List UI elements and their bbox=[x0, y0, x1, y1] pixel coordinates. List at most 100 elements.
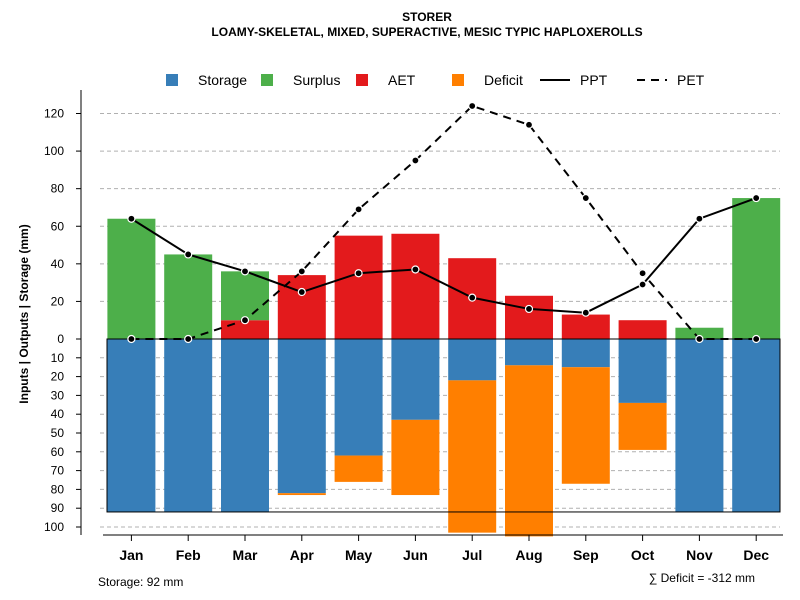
point-pet bbox=[638, 269, 647, 278]
legend-label-pet: PET bbox=[677, 72, 705, 88]
x-tick-label: Dec bbox=[743, 547, 769, 563]
bar-storage bbox=[221, 339, 269, 512]
deficit-note: ∑ Deficit = -312 mm bbox=[649, 571, 755, 585]
point-ppt bbox=[524, 304, 534, 314]
x-tick-label: Apr bbox=[290, 547, 315, 563]
y-tick-label: 30 bbox=[51, 388, 65, 402]
point-pet bbox=[524, 120, 534, 129]
point-ppt bbox=[695, 214, 704, 223]
bar-deficit bbox=[505, 365, 553, 537]
point-ppt bbox=[184, 250, 193, 259]
x-tick-label: May bbox=[345, 547, 372, 563]
legend-label-ppt: PPT bbox=[580, 72, 608, 88]
y-axis-label: Inputs | Outputs | Storage (mm) bbox=[17, 224, 31, 403]
grid-lines bbox=[100, 113, 780, 528]
x-tick-label: Mar bbox=[233, 547, 258, 563]
y-tick-label: 80 bbox=[51, 182, 65, 196]
bar-storage bbox=[277, 339, 326, 494]
y-tick-label: 20 bbox=[51, 370, 65, 384]
point-ppt bbox=[297, 287, 306, 297]
series-lines bbox=[127, 101, 761, 344]
bar-storage bbox=[618, 339, 667, 403]
legend: Storage Surplus AET Deficit PPT PET bbox=[166, 72, 705, 88]
bar-deficit bbox=[561, 367, 610, 484]
point-ppt bbox=[638, 280, 647, 289]
bar-aet bbox=[505, 295, 553, 339]
legend-label-deficit: Deficit bbox=[484, 72, 523, 88]
point-ppt bbox=[752, 193, 761, 203]
bars bbox=[106, 198, 781, 537]
bar-aet bbox=[618, 320, 667, 339]
bar-deficit bbox=[391, 419, 440, 496]
bar-storage bbox=[334, 339, 383, 456]
point-pet bbox=[581, 193, 590, 203]
legend-swatch-surplus bbox=[261, 74, 273, 86]
y-tick-label: 80 bbox=[51, 482, 65, 496]
point-pet bbox=[297, 267, 306, 276]
bar-surplus bbox=[221, 271, 269, 321]
line-ppt bbox=[130, 197, 757, 314]
storage-note: Storage: 92 mm bbox=[98, 575, 183, 589]
bar-deficit bbox=[334, 455, 383, 482]
y-tick-label: 40 bbox=[51, 407, 65, 421]
x-tick-label: Jun bbox=[403, 547, 428, 563]
legend-label-aet: AET bbox=[388, 72, 416, 88]
x-tick-label: Sep bbox=[573, 547, 599, 563]
point-pet bbox=[240, 316, 250, 325]
bar-storage bbox=[164, 339, 213, 512]
y-tick-label: 60 bbox=[51, 219, 65, 233]
bar-surplus bbox=[107, 218, 156, 339]
axes: 0 20 40 60 80 100 120 10 20 30 40 50 60 70 80 90 100 Jan F… bbox=[44, 90, 783, 563]
bar-storage bbox=[107, 339, 156, 512]
x-tick-label: Oct bbox=[631, 547, 655, 563]
y-tick-label: 90 bbox=[51, 501, 65, 515]
point-ppt bbox=[411, 265, 420, 274]
point-ppt bbox=[468, 293, 477, 302]
bar-surplus bbox=[732, 198, 781, 339]
bar-storage bbox=[732, 339, 781, 512]
chart-subtitle: LOAMY-SKELETAL, MIXED, SUPERACTIVE, MESI… bbox=[211, 25, 642, 39]
point-pet bbox=[468, 101, 477, 111]
y-tick-label: 100 bbox=[44, 520, 64, 534]
bar-storage bbox=[391, 339, 440, 420]
bar-deficit bbox=[448, 380, 497, 533]
point-pet bbox=[127, 334, 136, 344]
y-tick-label: 50 bbox=[51, 426, 65, 440]
chart-title: STORER bbox=[402, 10, 452, 24]
y-tick-label: 60 bbox=[51, 445, 65, 459]
bar-deficit bbox=[277, 493, 326, 496]
point-pet bbox=[411, 156, 420, 165]
legend-label-storage: Storage bbox=[198, 72, 247, 88]
x-tick-label: Feb bbox=[176, 547, 201, 563]
y-tick-label: 20 bbox=[51, 294, 65, 308]
y-tick-label: 10 bbox=[51, 351, 65, 365]
legend-swatch-storage bbox=[166, 74, 178, 86]
bar-aet bbox=[561, 314, 610, 339]
legend-swatch-deficit bbox=[452, 74, 464, 86]
point-pet bbox=[354, 205, 363, 214]
bar-storage bbox=[675, 339, 724, 512]
y-tick-label: 100 bbox=[44, 144, 64, 158]
x-tick-label: Aug bbox=[515, 547, 542, 563]
bar-aet bbox=[391, 233, 440, 339]
bar-aet bbox=[334, 235, 383, 339]
x-tick-label: Nov bbox=[686, 547, 713, 563]
bar-deficit bbox=[618, 402, 667, 450]
point-pet bbox=[752, 334, 761, 344]
point-ppt bbox=[581, 308, 590, 317]
y-tick-label: 120 bbox=[44, 107, 64, 121]
bar-storage bbox=[505, 339, 553, 366]
bar-storage bbox=[561, 339, 610, 368]
line-pet bbox=[131, 104, 757, 340]
y-tick-label: 40 bbox=[51, 257, 65, 271]
bar-storage bbox=[448, 339, 497, 381]
y-tick-label: 70 bbox=[51, 464, 65, 478]
x-tick-label: Jul bbox=[462, 547, 482, 563]
x-tick-label: Jan bbox=[119, 547, 143, 563]
point-pet bbox=[695, 334, 704, 344]
point-pet bbox=[184, 334, 193, 344]
point-ppt bbox=[354, 269, 363, 278]
legend-swatch-aet bbox=[356, 74, 368, 86]
legend-label-surplus: Surplus bbox=[293, 72, 340, 88]
